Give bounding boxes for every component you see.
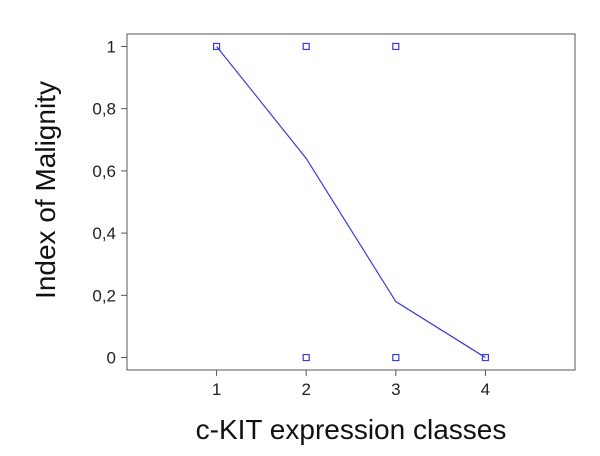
data-point — [302, 42, 310, 51]
y-tick-label: 0 — [107, 349, 116, 368]
series-line — [216, 46, 486, 359]
y-axis: 0 0,2 0,4 0,6 0,8 1 — [92, 37, 127, 368]
y-tick-label: 0,2 — [92, 286, 116, 305]
data-point — [213, 42, 221, 51]
x-tick-label: 2 — [301, 380, 310, 399]
x-axis-title: c-KIT expression classes — [196, 414, 507, 445]
data-point — [392, 353, 400, 362]
x-tick-label: 4 — [481, 380, 490, 399]
data-point — [481, 353, 489, 362]
x-tick-label: 3 — [391, 380, 400, 399]
series-layer — [213, 42, 489, 362]
y-tick-label: 0,6 — [92, 162, 116, 181]
data-point — [392, 42, 400, 51]
plot-frame — [126, 33, 576, 371]
y-tick-label: 0,4 — [92, 224, 116, 243]
y-tick-label: 1 — [107, 37, 116, 56]
data-point — [302, 353, 310, 362]
y-axis-title: Index of Malignity — [30, 81, 61, 299]
x-axis: 1 2 3 4 — [212, 370, 490, 399]
x-tick-label: 1 — [212, 380, 221, 399]
y-tick-label: 0,8 — [92, 100, 116, 119]
